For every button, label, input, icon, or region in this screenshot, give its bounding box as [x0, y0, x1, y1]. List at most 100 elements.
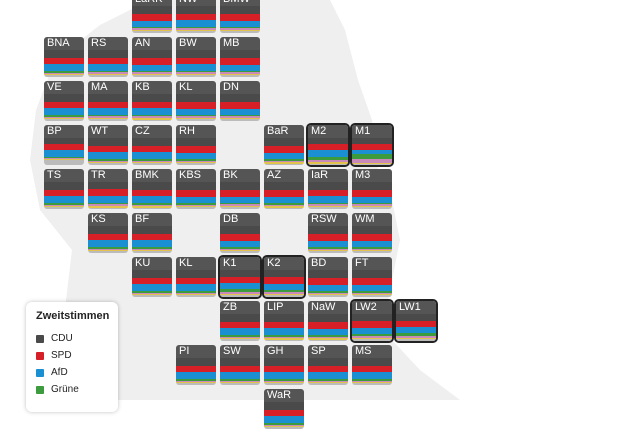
tile-label: BK: [220, 169, 260, 182]
tile-tr[interactable]: TR: [88, 169, 128, 209]
bar-afd: [352, 196, 392, 203]
tile-ks[interactable]: KS: [88, 213, 128, 253]
bar-linke: [44, 116, 84, 118]
tile-ve[interactable]: VE: [44, 81, 84, 121]
bar-cdu: [308, 182, 348, 190]
tile-bars: [308, 270, 348, 297]
tile-an[interactable]: AN: [132, 37, 172, 77]
bar-linke: [132, 160, 172, 162]
bar-cdu: [352, 358, 392, 366]
bar-spd: [220, 13, 260, 21]
tile-naw[interactable]: NaW: [308, 301, 348, 341]
tile-ft[interactable]: FT: [352, 257, 392, 297]
tile-kl[interactable]: KL: [176, 257, 216, 297]
bar-spd: [176, 189, 216, 197]
bar-afd: [220, 283, 260, 290]
tile-k1[interactable]: K1: [218, 255, 262, 299]
bar-linke: [88, 72, 128, 74]
tile-bars: [220, 270, 260, 297]
tile-m2[interactable]: M2: [306, 123, 350, 167]
tile-ts[interactable]: TS: [44, 169, 84, 209]
tile-rh[interactable]: RH: [176, 125, 216, 165]
bar-linke: [220, 28, 260, 30]
tile-ma[interactable]: MA: [88, 81, 128, 121]
bar-spd: [308, 365, 348, 373]
bar-afd: [220, 108, 260, 116]
bar-cdu: [176, 138, 216, 146]
tile-label: KL: [176, 81, 216, 94]
tile-lark[interactable]: LaRK: [132, 0, 172, 33]
tile-ku[interactable]: KU: [132, 257, 172, 297]
tile-m1[interactable]: M1: [350, 123, 394, 167]
tile-bars: [352, 138, 392, 165]
bar-spd: [220, 365, 260, 373]
tile-iar[interactable]: IaR: [308, 169, 348, 209]
tile-az[interactable]: AZ: [264, 169, 304, 209]
tile-kbs[interactable]: KBS: [176, 169, 216, 209]
bar-gruene: [220, 70, 260, 73]
tile-wm[interactable]: WM: [352, 213, 392, 253]
tile-kl[interactable]: KL: [176, 81, 216, 121]
tile-war[interactable]: WaR: [264, 389, 304, 429]
tile-bars: [220, 358, 260, 385]
tile-ms[interactable]: MS: [352, 345, 392, 385]
bar-linke: [352, 248, 392, 251]
tile-bars: [176, 138, 216, 165]
tile-bmw[interactable]: BMW: [220, 0, 260, 33]
tile-rs[interactable]: RS: [88, 37, 128, 77]
tile-mb[interactable]: MB: [220, 37, 260, 77]
bar-fdp: [308, 250, 348, 252]
bar-linke: [132, 292, 172, 294]
tile-lw2[interactable]: LW2: [350, 299, 394, 343]
tile-k2[interactable]: K2: [262, 255, 306, 299]
bar-spd: [264, 365, 304, 373]
tile-zb[interactable]: ZB: [220, 301, 260, 341]
bar-sonstige: [132, 251, 172, 253]
tile-bars: [220, 314, 260, 341]
bar-afd: [176, 108, 216, 116]
tile-bmk[interactable]: BMK: [132, 169, 172, 209]
tile-sw[interactable]: SW: [220, 345, 260, 385]
tile-lw1[interactable]: LW1: [394, 299, 438, 343]
bar-fdp: [88, 117, 128, 120]
tile-label: DN: [220, 81, 260, 94]
tile-bf[interactable]: BF: [132, 213, 172, 253]
tile-m3[interactable]: M3: [352, 169, 392, 209]
tile-sp[interactable]: SP: [308, 345, 348, 385]
tile-kb[interactable]: KB: [132, 81, 172, 121]
tile-bna[interactable]: BNA: [44, 37, 84, 77]
tile-bk[interactable]: BK: [220, 169, 260, 209]
tile-nw[interactable]: NW: [176, 0, 216, 33]
bar-gruene: [352, 379, 392, 381]
bar-spd: [132, 189, 172, 197]
tile-gh[interactable]: GH: [264, 345, 304, 385]
tile-rsw[interactable]: RSW: [308, 213, 348, 253]
bar-afd: [88, 196, 128, 203]
bar-sonstige: [44, 207, 84, 209]
bar-gruene: [88, 159, 128, 161]
tile-wt[interactable]: WT: [88, 125, 128, 165]
bar-spd: [264, 277, 304, 284]
bar-fdp: [176, 118, 216, 120]
tile-bd[interactable]: BD: [308, 257, 348, 297]
tile-label: BNA: [44, 37, 84, 50]
tile-pi[interactable]: PI: [176, 345, 216, 385]
tile-bw[interactable]: BW: [176, 37, 216, 77]
bar-fdp: [132, 118, 172, 120]
bar-gruene: [88, 70, 128, 73]
bar-gruene: [220, 289, 260, 292]
bar-cdu: [88, 94, 128, 102]
bar-afd: [88, 108, 128, 116]
tile-cz[interactable]: CZ: [132, 125, 172, 165]
tile-label: RSW: [308, 213, 348, 226]
tile-bp[interactable]: BP: [44, 125, 84, 165]
bar-spd: [132, 101, 172, 109]
tile-bar[interactable]: BaR: [264, 125, 304, 165]
tile-dn[interactable]: DN: [220, 81, 260, 121]
bar-sonstige: [308, 383, 348, 385]
bar-gruene: [44, 115, 84, 117]
tile-lip[interactable]: LIP: [264, 301, 304, 341]
bar-linke: [308, 204, 348, 206]
bar-spd: [220, 57, 260, 65]
tile-db[interactable]: DB: [220, 213, 260, 253]
